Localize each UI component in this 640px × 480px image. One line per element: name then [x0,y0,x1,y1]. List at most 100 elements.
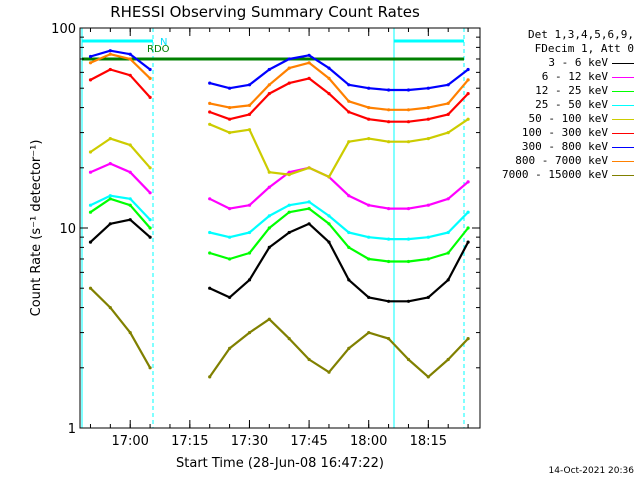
legend-label: 300 - 800 keV [521,140,608,153]
data-point [406,259,411,264]
data-point [327,76,331,80]
data-point [387,108,391,112]
data-point [367,203,371,207]
data-point [347,99,351,103]
legend-entry: 7000 - 15000 keV [484,168,634,182]
legend-swatch [612,118,634,120]
data-point [466,180,470,184]
legend-label: 800 - 7000 keV [515,154,608,167]
data-point [347,194,351,198]
data-point [267,226,271,230]
data-point [347,278,351,282]
data-point [247,103,252,107]
series-line-6 [89,68,469,123]
data-point [287,230,291,235]
data-point [128,52,132,56]
data-point [267,170,271,174]
data-point [228,257,232,261]
legend-swatch [612,104,634,106]
data-point [267,214,271,218]
data-point [426,86,430,90]
data-point [406,299,411,303]
data-point [247,331,252,335]
data-point [148,226,152,230]
data-point [108,67,112,72]
data-point [128,73,132,77]
data-point [108,222,112,226]
data-point [208,122,212,126]
data-point [426,257,430,261]
data-point [228,117,232,121]
data-point [267,317,271,321]
data-point [426,295,430,299]
legend-entry: 6 - 12 keV [484,70,634,84]
data-point [267,67,271,72]
data-point [347,230,351,235]
data-point [128,57,132,61]
data-point [108,194,112,198]
x-axis-label: Start Time (28-Jun-08 16:47:22) [176,456,384,471]
series-line-7 [90,49,469,92]
data-point [466,67,470,72]
data-point [387,299,391,303]
data-point [287,337,291,341]
data-point [108,162,112,166]
data-point [307,222,311,226]
data-point [406,108,411,112]
data-point [128,203,132,207]
x-tick-label: 18:00 [350,434,387,449]
data-point [228,207,232,211]
data-point [267,92,271,96]
data-point [367,86,371,90]
legend-entries: 3 - 6 keV 6 - 12 keV 12 - 25 keV 25 - 50 ke… [484,56,634,182]
data-point [148,76,152,80]
data-point [307,76,311,80]
legend-entry: 800 - 7000 keV [484,154,634,168]
annotation-rdo: RDO [147,44,170,55]
data-point [228,235,232,239]
data-point [88,286,93,290]
data-point [367,295,371,299]
data-point [228,86,232,90]
legend-entry: 100 - 300 keV [484,126,634,140]
data-point [287,173,291,177]
data-point [287,66,291,70]
legend-swatch [612,132,634,134]
data-point [247,203,252,207]
data-point [108,197,112,201]
data-point [88,170,93,174]
data-point [228,346,232,350]
data-point [307,61,311,65]
data-point [208,375,212,379]
data-point [307,200,311,204]
x-tick-label: 17:00 [111,434,148,449]
data-point [307,166,311,170]
x-tick-label: 17:45 [290,434,327,449]
chart-title: RHESSI Observing Summary Count Rates [110,3,420,21]
data-point [387,237,391,241]
data-point [406,237,411,241]
data-point [267,245,271,249]
data-point [128,197,132,201]
data-point [148,191,152,195]
data-point [88,150,93,154]
data-point [208,110,212,114]
legend-label: 25 - 50 keV [535,98,608,111]
data-point [327,175,331,179]
data-point [307,357,311,362]
legend-entry: 3 - 6 keV [484,56,634,70]
data-point [148,235,152,239]
data-point [367,235,371,239]
data-point [128,218,132,222]
data-point [267,185,271,189]
data-point [128,143,132,147]
data-point [327,240,331,244]
data-point [446,357,450,362]
legend-swatch [612,146,634,148]
legend-entry: 12 - 25 keV [484,84,634,98]
data-point [367,331,371,335]
plot-axes: 17:00 17:15 17:30 17:45 18:00 18:15 1 10 100 [51,22,481,449]
data-point [267,83,271,87]
data-point [446,101,450,105]
